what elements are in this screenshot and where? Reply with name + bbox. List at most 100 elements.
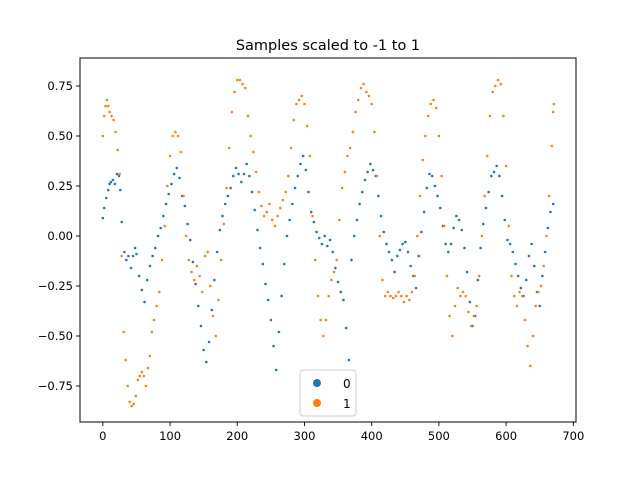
data-point: [327, 294, 330, 298]
data-point: [113, 182, 117, 186]
data-point: [303, 102, 306, 106]
legend-label-series-0: 0: [343, 377, 351, 391]
data-point: [153, 246, 157, 250]
data-point: [399, 294, 403, 298]
data-point: [114, 130, 117, 134]
data-point: [393, 270, 396, 274]
data-point: [227, 146, 231, 150]
data-point: [278, 206, 282, 210]
data-point: [301, 154, 305, 158]
data-point: [309, 210, 313, 214]
data-point: [175, 166, 179, 170]
data-point: [440, 174, 443, 178]
data-point: [104, 196, 108, 200]
data-point: [379, 214, 383, 218]
data-point: [132, 402, 136, 406]
data-point: [340, 186, 344, 190]
y-tick-label: 0.75: [47, 79, 73, 93]
data-point: [280, 294, 283, 298]
y-tick-label: −0.50: [38, 329, 73, 343]
data-point: [215, 250, 219, 254]
data-point: [246, 114, 250, 118]
data-point: [158, 290, 161, 294]
data-point: [210, 308, 214, 312]
data-point: [268, 202, 271, 206]
data-point: [119, 188, 122, 192]
data-point: [502, 114, 505, 118]
data-point: [249, 134, 253, 138]
data-point: [499, 82, 503, 86]
data-point: [222, 222, 226, 226]
data-point: [530, 242, 533, 246]
data-point: [134, 394, 138, 398]
data-point: [206, 250, 209, 254]
data-point: [192, 278, 196, 282]
data-point: [460, 228, 464, 232]
data-point: [269, 318, 273, 322]
data-point: [551, 202, 555, 206]
data-point: [421, 158, 425, 162]
data-point: [365, 90, 368, 94]
data-point: [331, 250, 335, 254]
data-point: [205, 360, 208, 364]
data-point: [319, 318, 322, 322]
data-point: [542, 264, 546, 268]
data-point: [152, 318, 156, 322]
data-point: [367, 94, 371, 98]
data-point: [230, 110, 234, 114]
data-point: [289, 146, 293, 150]
data-point: [252, 150, 255, 154]
data-point: [461, 290, 465, 294]
data-point: [425, 186, 429, 190]
data-point: [253, 208, 257, 212]
data-point: [405, 294, 408, 298]
data-point: [326, 244, 329, 248]
data-point: [136, 378, 140, 382]
data-point: [320, 242, 324, 246]
data-point: [277, 330, 281, 334]
data-point: [244, 86, 247, 90]
data-point: [248, 174, 251, 178]
data-point: [338, 218, 341, 222]
data-point: [519, 286, 523, 290]
data-point: [105, 98, 109, 102]
series-0-points: [101, 154, 555, 372]
legend-marker-series-0: [313, 379, 321, 387]
data-point: [245, 162, 248, 166]
data-point: [472, 314, 476, 318]
data-point: [531, 334, 535, 338]
y-tick-label: 0.25: [47, 179, 73, 193]
data-point: [447, 250, 450, 254]
data-point: [238, 78, 242, 82]
data-point: [257, 190, 261, 194]
data-point: [304, 168, 308, 172]
data-point: [125, 258, 128, 262]
axes-layer: 0 100 200 300 400 500 600 700 −0.75 −0.50 −0.25 0.0…: [38, 79, 585, 443]
data-point: [552, 102, 556, 106]
data-point: [526, 344, 529, 348]
data-point: [115, 172, 119, 176]
x-tick-label: 200: [226, 429, 248, 443]
data-point: [363, 178, 367, 182]
data-point: [373, 130, 376, 134]
data-point: [261, 262, 265, 266]
data-point: [297, 98, 301, 102]
data-point: [524, 278, 528, 282]
data-point: [144, 384, 148, 388]
data-point: [403, 240, 407, 244]
y-tick-label: −0.75: [38, 379, 73, 393]
data-point: [217, 298, 220, 302]
data-point: [137, 274, 141, 278]
data-point: [285, 234, 289, 238]
data-point: [300, 94, 304, 98]
data-point: [151, 254, 154, 258]
data-point: [520, 294, 524, 298]
data-point: [179, 150, 183, 154]
data-point: [317, 236, 321, 240]
data-point: [344, 326, 348, 330]
data-point: [343, 170, 347, 174]
data-point: [316, 294, 320, 298]
data-point: [498, 174, 501, 178]
data-point: [199, 324, 203, 328]
